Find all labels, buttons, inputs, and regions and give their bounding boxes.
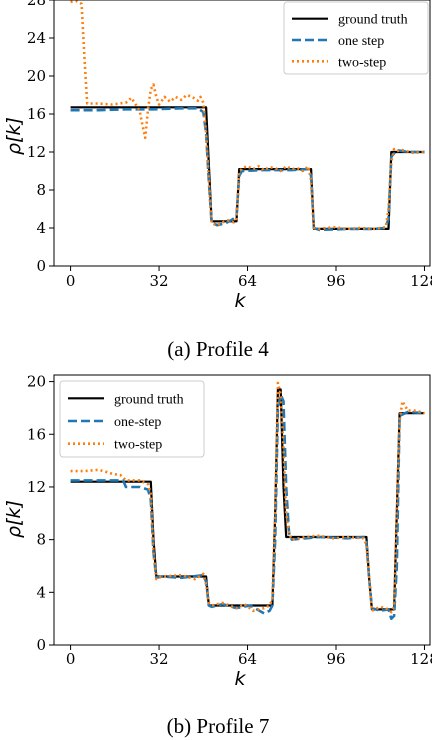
- x-tick-label: 0: [66, 650, 76, 668]
- legend-label: ground truth: [114, 392, 184, 407]
- series-two-step: [70, 381, 425, 614]
- y-tick-label: 28: [27, 0, 46, 9]
- y-tick-label: 16: [27, 425, 46, 443]
- axes-frame: [53, 0, 431, 267]
- y-tick-label: 20: [27, 67, 46, 85]
- x-tick-label: 96: [326, 272, 345, 290]
- series-one-step: [70, 107, 425, 232]
- y-tick-label: 0: [36, 636, 46, 654]
- y-tick-label: 4: [36, 583, 46, 601]
- y-tick-label: 4: [36, 219, 46, 237]
- y-tick-label: 12: [27, 478, 46, 496]
- y-tick-label: 0: [36, 257, 46, 275]
- y-tick-label: 20: [27, 373, 46, 391]
- legend-box: [59, 380, 205, 458]
- x-axis-label: k: [234, 290, 246, 312]
- chart-2: 0 32 64 96 128 0 4 8 12 16 20 k ρ[k] ground truth one-…: [3, 373, 432, 738]
- y-tick-label: 8: [36, 531, 46, 549]
- plot-lines: [70, 0, 425, 232]
- figure-caption: (a) Profile 4: [167, 337, 269, 361]
- legend-label: two-step: [114, 438, 162, 453]
- legend-label: two-step: [338, 55, 386, 70]
- figure-caption: (b) Profile 7: [167, 714, 270, 738]
- x-tick-label: 96: [326, 650, 345, 668]
- x-tick-label: 0: [66, 272, 76, 290]
- x-tick-label: 128: [410, 272, 432, 290]
- series-ground-truth: [70, 106, 425, 230]
- legend-box: [283, 1, 429, 75]
- x-tick-label: 32: [150, 650, 169, 668]
- x-tick-label: 64: [238, 272, 257, 290]
- y-axis-label: ρ[k]: [3, 500, 25, 538]
- y-axis-label: ρ[k]: [3, 117, 25, 155]
- plot-lines: [70, 381, 425, 621]
- x-tick-label: 64: [238, 650, 257, 668]
- y-tick-label: 8: [36, 181, 46, 199]
- chart-1: 0 32 64 96 128 0 4 8 12 16 20 24 28 k ρ[k] ground truth…: [3, 0, 432, 361]
- legend-label: one-step: [114, 415, 161, 430]
- x-tick-label: 32: [150, 272, 169, 290]
- legend: ground truth one step two-step: [283, 1, 429, 75]
- legend-label: ground truth: [338, 13, 408, 28]
- y-tick-label: 16: [27, 105, 46, 123]
- series-two-step: [70, 0, 425, 231]
- legend-label: one step: [338, 34, 384, 49]
- legend: ground truth one-step two-step: [59, 380, 205, 458]
- x-axis-label: k: [234, 668, 246, 690]
- x-tick-label: 128: [410, 650, 432, 668]
- y-tick-label: 24: [27, 29, 46, 47]
- y-tick-label: 12: [27, 143, 46, 161]
- axes-frame: [53, 374, 431, 646]
